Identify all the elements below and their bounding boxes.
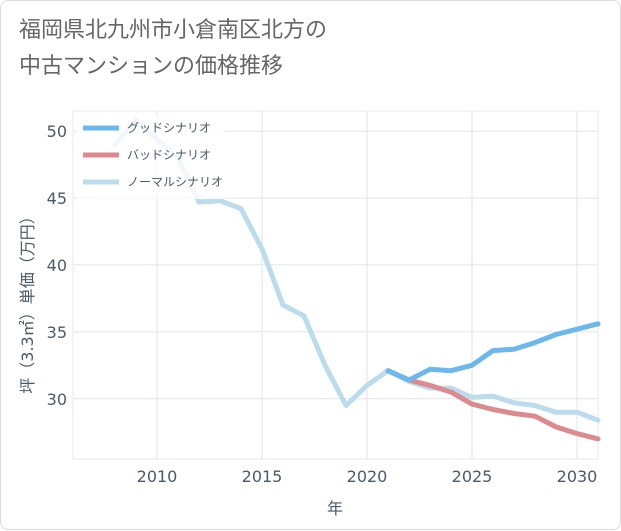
x-tick-label: 2015 [242, 467, 283, 486]
series-line-1 [385, 368, 601, 442]
x-axis-title: 年 [327, 499, 343, 518]
legend-label-1: バッドシナリオ [127, 148, 211, 162]
y-tick-label: 40 [47, 256, 67, 275]
grid-lines [73, 111, 598, 459]
y-tick-label: 35 [47, 323, 67, 342]
legend-label-2: ノーマルシナリオ [127, 175, 223, 189]
y-tick-label: 30 [47, 390, 67, 409]
y-tick-label: 45 [47, 189, 67, 208]
x-tick-label: 2030 [557, 467, 598, 486]
series-line-0 [385, 321, 601, 383]
y-tick-label: 50 [47, 122, 67, 141]
x-tick-label: 2010 [137, 467, 178, 486]
legend-label-0: グッドシナリオ [127, 121, 211, 135]
chart-title-line-2: 中古マンションの価格推移 [19, 54, 284, 79]
chart-title-line-1: 福岡県北九州市小倉南区北方の [19, 18, 328, 43]
y-tick-labels: 30 35 40 45 50 [47, 122, 67, 409]
x-tick-label: 2025 [452, 467, 493, 486]
x-tick-labels: 2010 2015 2020 2025 2030 [137, 467, 598, 486]
chart-title: 福岡県北九州市小倉南区北方の 中古マンションの価格推移 [19, 13, 609, 85]
y-axis-title: 坪（3.3㎡）単価（万円） [18, 208, 37, 393]
x-tick-label: 2020 [347, 467, 388, 486]
